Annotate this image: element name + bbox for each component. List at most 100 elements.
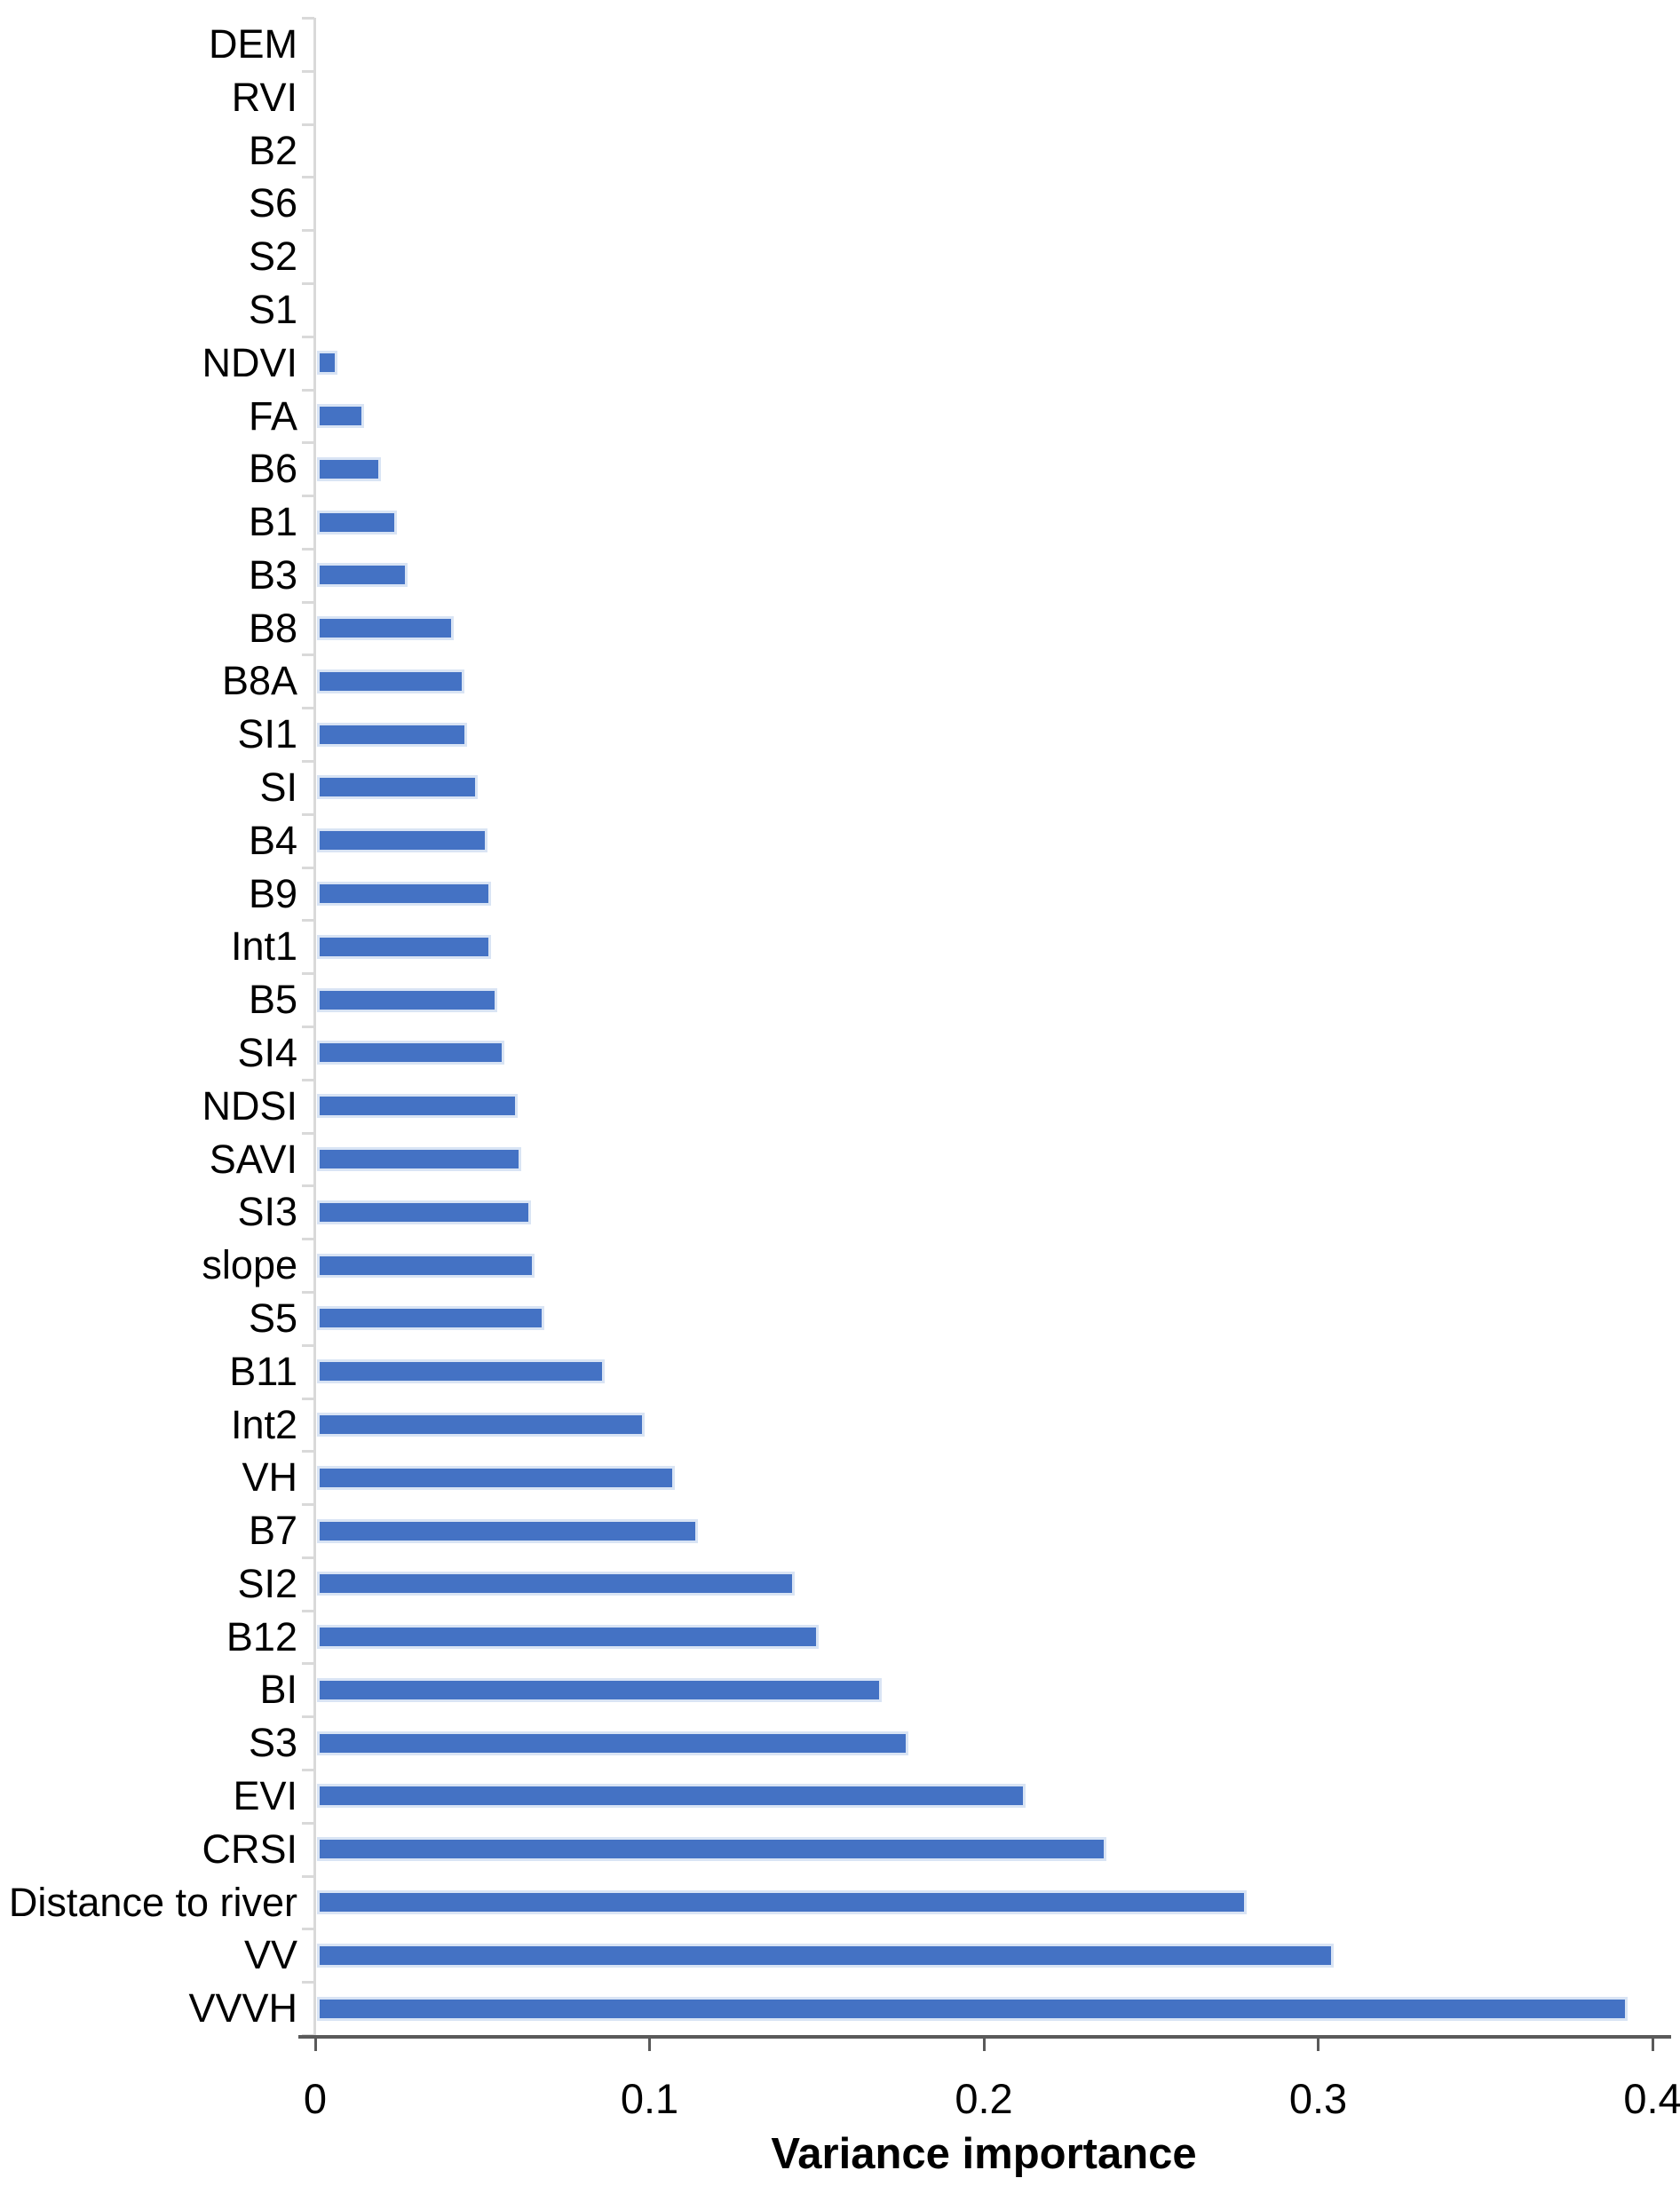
bar [317,1359,605,1384]
bar [317,987,497,1012]
bar [317,882,491,907]
category-axis-tick [302,388,314,392]
bar [317,1996,1628,2021]
category-label: BI [259,1667,297,1713]
category-axis-tick [302,547,314,550]
category-axis-tick [302,812,314,816]
value-axis-tick-label: 0.2 [955,2075,1013,2122]
category-label: SI4 [237,1030,297,1075]
category-label: S6 [248,180,297,226]
category-label: NDSI [202,1082,297,1129]
category-axis-tick [302,1131,314,1135]
category-label: NDVI [202,339,297,385]
bar [317,1677,882,1702]
bar [317,563,408,588]
value-axis-tick [313,2039,317,2051]
bar [317,775,478,800]
category-label: VVVH [188,1985,297,2032]
category-label: SI3 [237,1189,297,1235]
category-axis-tick [302,1609,314,1612]
bar [317,1146,521,1171]
category-axis-tick [302,1662,314,1666]
category-axis-tick [302,1290,314,1294]
bar [317,1518,698,1543]
category-label: RVI [231,74,297,120]
bar [317,1094,518,1119]
category-axis-tick [302,919,314,923]
category-axis-tick [302,229,314,233]
category-label: B7 [248,1508,297,1554]
category-label: S3 [248,1720,297,1766]
bar [317,403,364,428]
category-axis-tick [302,441,314,445]
category-axis-tick [302,335,314,338]
value-axis-tick-label: 0 [303,2075,328,2122]
category-label: S2 [248,234,297,280]
category-label: B12 [226,1613,297,1659]
bar [317,934,491,959]
category-axis-tick [302,123,314,126]
bar [317,456,381,481]
category-label: SI1 [237,711,297,757]
bar [317,1890,1247,1915]
bar [317,669,464,693]
category-label: CRSI [202,1826,297,1872]
bar [317,828,487,853]
bar [317,1306,544,1331]
category-axis-tick [302,1238,314,1241]
category-axis-tick [302,1769,314,1772]
category-label: Int1 [230,923,297,970]
bar [317,722,467,747]
bar [317,510,397,535]
category-label: SI2 [237,1560,297,1606]
category-axis-tick [302,760,314,764]
category-axis-tick [302,1184,314,1188]
category-axis-tick [302,1981,314,1984]
value-axis-tick [1651,2039,1654,2051]
category-axis-tick [302,495,314,498]
value-axis-tick [648,2039,651,2051]
bar [317,1943,1334,1968]
category-axis-tick [302,1450,314,1453]
value-axis-tick-label: 0.4 [1623,2075,1680,2122]
category-label: B6 [248,446,297,492]
bar [317,1412,645,1437]
bar [317,1572,795,1596]
category-label: B1 [248,499,297,545]
category-axis-tick [302,281,314,285]
category-axis-tick [302,653,314,657]
category-label: SI [259,764,297,811]
category-label: slope [202,1242,297,1288]
category-label: B8A [221,658,297,704]
bar [317,1837,1106,1862]
category-axis-tick [302,176,314,179]
bar [317,1784,1026,1809]
category-label: Int2 [230,1401,297,1447]
value-axis-tick [1317,2039,1319,2051]
category-axis-tick [302,1821,314,1825]
category-axis-tick [302,69,314,73]
bar [317,616,454,641]
category-label: DEM [209,21,297,67]
category-axis-line [313,18,316,2035]
category-label: B11 [229,1348,297,1394]
category-axis-tick [302,1874,314,1878]
category-label: Distance to river [8,1879,297,1925]
category-axis-tick [302,972,314,976]
bar [317,1625,819,1650]
category-axis-tick [302,1026,314,1028]
category-label: B8 [248,605,297,651]
category-label: B3 [248,551,297,598]
category-axis-tick [302,1556,314,1559]
category-label: B5 [248,977,297,1023]
category-axis-tick [302,1503,314,1507]
category-label: SAVI [209,1136,297,1182]
category-label: S5 [248,1295,297,1341]
category-label: B4 [248,817,297,863]
value-axis-tick-label: 0.1 [620,2075,679,2122]
category-label: B2 [248,127,297,173]
category-axis-tick [302,1928,314,1931]
value-axis-line [298,2035,1671,2039]
category-label: EVI [233,1773,297,1819]
